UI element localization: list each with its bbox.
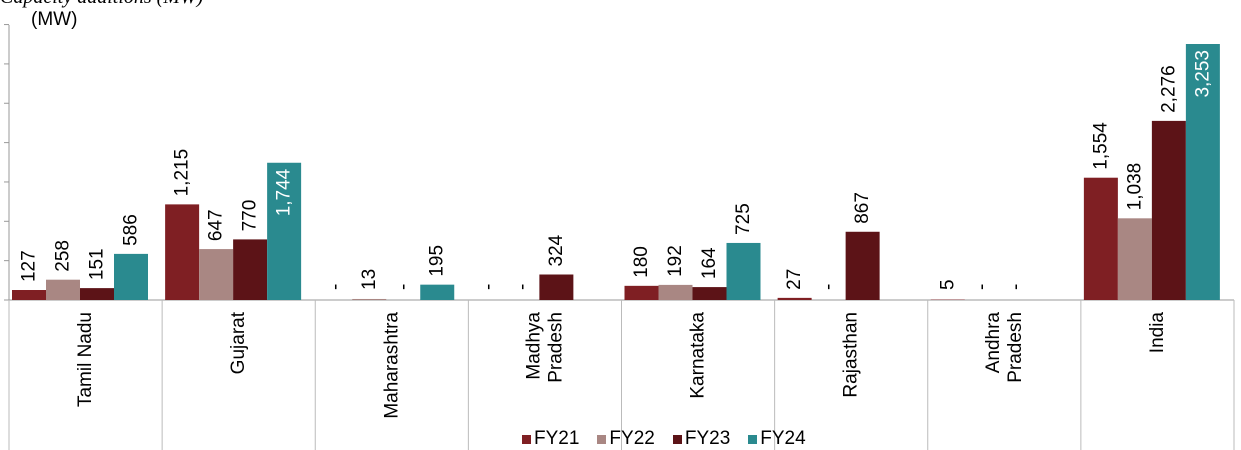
legend-swatch [748, 434, 758, 444]
data-label-fy24-1: 1,744 [274, 168, 295, 216]
bar-fy23-1 [233, 239, 268, 300]
x-tick-label: Gujarat [228, 311, 249, 374]
bar-fy24-7 [1185, 44, 1220, 300]
data-label-fy21-5: 27 [784, 269, 805, 290]
legend-label: FY22 [609, 428, 655, 449]
bar-fy23-4 [692, 287, 727, 300]
data-label-fy24-0: 586 [121, 214, 142, 246]
bar-fy21-7 [1083, 177, 1118, 300]
bar-fy22-7 [1117, 218, 1152, 300]
data-label-fy22-6: - [971, 284, 992, 290]
bar-fy23-0 [80, 288, 114, 300]
data-label-fy23-7: 2,276 [1158, 65, 1179, 113]
data-label-fy22-3: - [512, 284, 533, 290]
data-label-fy23-0: 151 [87, 248, 108, 280]
x-tick-label: India [1147, 312, 1168, 354]
bar-fy22-2 [352, 298, 387, 300]
legend-swatch [522, 434, 531, 444]
x-tick-label: Karnataka [688, 312, 709, 399]
data-label-fy23-6: - [1005, 284, 1026, 290]
data-label-fy22-4: 192 [665, 245, 686, 277]
legend-label: FY21 [534, 428, 580, 449]
data-label-fy21-3: - [478, 284, 499, 290]
legend-swatch [597, 434, 607, 444]
data-label-fy23-4: 164 [699, 247, 720, 279]
bar-fy24-2 [420, 284, 455, 300]
bars [12, 44, 1220, 300]
data-label-fy23-3: 324 [546, 234, 567, 266]
data-label-fy23-1: 770 [240, 200, 261, 232]
bar-fy24-4 [726, 242, 761, 300]
chart-caption: Capacity additions (MW) [0, 0, 560, 10]
legend-label: FY23 [684, 428, 731, 449]
data-label-fy24-4: 725 [733, 203, 754, 235]
bar-fy21-5 [777, 297, 812, 300]
data-label-fy23-5: 867 [852, 192, 873, 224]
bar-fy21-0 [12, 290, 46, 300]
bar-fy24-0 [114, 253, 148, 300]
data-label-fy21-0: 127 [19, 250, 40, 282]
data-label-fy24-7: 3,253 [1192, 50, 1213, 98]
x-tick-label: Maharashtra [381, 312, 402, 419]
data-label-fy22-1: 647 [206, 209, 227, 241]
bar-fy23-5 [845, 231, 880, 300]
legend-item-fy21: FY21 [522, 428, 579, 450]
legend-label: FY24 [760, 428, 806, 449]
bar-fy21-4 [624, 285, 659, 300]
data-label-fy22-2: 13 [359, 269, 380, 290]
legend: FY21 FY22 FY23 FY24 [522, 428, 824, 450]
data-label-fy22-7: 1,038 [1124, 163, 1145, 211]
data-labels: 127 258 151 586 1,215 647 770 1,744 - 13 - 195 - - 324… [19, 50, 1214, 290]
x-tick-label: Pradesh [545, 312, 566, 383]
bar-fy24-1 [267, 162, 302, 300]
data-label-fy21-1: 1,215 [172, 149, 193, 197]
x-tick-label: Rajasthan [841, 312, 862, 398]
bar-fy22-4 [658, 284, 693, 300]
data-label-fy21-6: 5 [937, 279, 958, 290]
data-label-fy22-5: - [818, 284, 839, 290]
data-label-fy24-2: 195 [427, 245, 448, 277]
legend-item-fy23: FY23 [672, 428, 731, 450]
x-tick-label: Andhra [983, 312, 1004, 374]
legend-swatch [672, 434, 682, 444]
data-label-fy23-2: - [393, 284, 414, 290]
bar-fy21-1 [165, 204, 200, 300]
bar-fy23-7 [1151, 120, 1186, 300]
x-tick-label: Madhya [523, 312, 544, 380]
bar-fy22-1 [199, 249, 234, 300]
data-label-fy21-7: 1,554 [1090, 122, 1111, 170]
data-label-fy21-2: - [325, 284, 346, 290]
legend-item-fy22: FY22 [597, 428, 655, 450]
x-tick-label: Tamil Nadu [75, 312, 96, 407]
data-label-fy22-0: 258 [53, 240, 74, 272]
unit-label: (MW) [31, 9, 78, 30]
data-label-fy21-4: 180 [631, 246, 652, 278]
category-labels: Tamil Nadu Gujarat Maharashtra Madhya Prades… [75, 311, 1168, 418]
bar-fy23-3 [539, 274, 574, 300]
bar-fy22-0 [46, 279, 80, 300]
x-tick-label: Pradesh [1005, 312, 1026, 383]
legend-item-fy24: FY24 [748, 428, 806, 450]
